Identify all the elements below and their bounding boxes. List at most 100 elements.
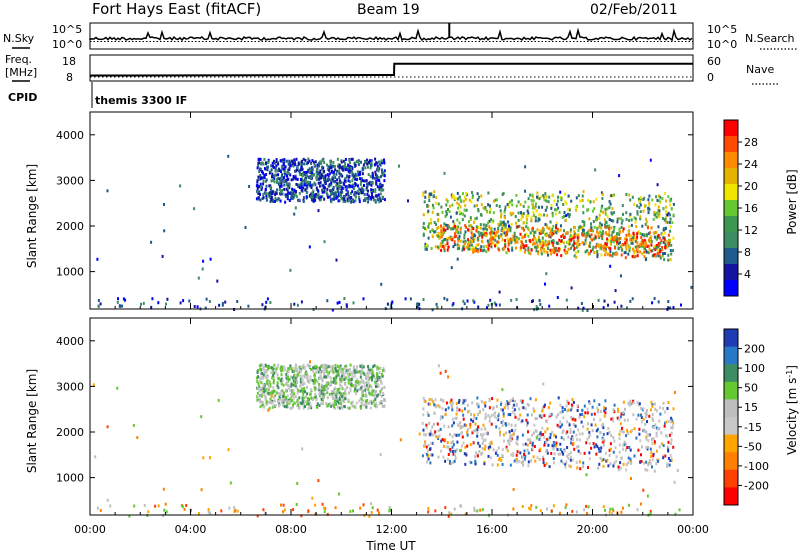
scatter-cell	[490, 440, 493, 444]
scatter-cell	[550, 452, 553, 455]
scatter-cell	[658, 445, 661, 449]
scatter-cell	[610, 233, 613, 237]
scatter-cell	[444, 459, 447, 463]
scatter-cell	[463, 452, 466, 456]
scatter-cell	[269, 194, 271, 197]
scatter-cell	[324, 177, 327, 181]
scatter-cell	[458, 244, 461, 248]
scatter-cell	[617, 468, 620, 472]
scatter-cell	[315, 176, 318, 180]
scatter-cell	[296, 166, 299, 169]
scatter-cell	[561, 423, 564, 427]
scatter-cell	[374, 190, 377, 194]
scatter-cell	[647, 198, 650, 202]
scatter-cell	[440, 232, 443, 236]
scatter-cell	[445, 445, 448, 449]
scatter-cell	[308, 380, 311, 384]
scatter-cell	[473, 249, 476, 253]
scatter-cell	[379, 199, 382, 203]
scatter-cell	[447, 245, 450, 249]
scatter-cell	[464, 398, 467, 402]
noise-left-tick-bottom: 10^0	[52, 38, 82, 51]
scatter-cell	[654, 248, 657, 252]
scatter-cell	[445, 223, 448, 227]
scatter-cell	[274, 166, 277, 170]
scatter-cell	[302, 196, 305, 200]
scatter-cell	[551, 233, 553, 237]
scatter-cell	[526, 421, 529, 425]
nave-tick-bottom: 0	[707, 71, 714, 84]
scatter-cell	[462, 199, 465, 203]
scatter-cell	[670, 420, 673, 424]
scatter-cell	[295, 190, 297, 193]
scatter-cell	[592, 245, 595, 249]
scatter-cell	[269, 301, 272, 304]
scatter-cell	[429, 447, 432, 451]
scatter-cell	[489, 204, 491, 208]
scatter-cell	[265, 374, 268, 378]
scatter-cell	[450, 238, 453, 242]
scatter-cell	[447, 445, 450, 449]
scatter-cell	[424, 440, 427, 444]
scatter-cell	[304, 390, 307, 394]
scatter-cell	[383, 179, 386, 183]
scatter-cell	[283, 396, 286, 400]
scatter-cell	[499, 223, 502, 226]
scatter-cell	[457, 239, 460, 243]
scatter-cell	[647, 244, 650, 248]
scatter-cell	[262, 373, 265, 377]
scatter-cell	[433, 411, 436, 415]
scatter-cell	[645, 460, 648, 464]
scatter-cell	[363, 384, 366, 388]
scatter-cell	[542, 433, 545, 436]
scatter-cell	[664, 217, 667, 221]
scatter-cell	[532, 227, 534, 230]
scatter-cell	[293, 212, 296, 216]
scatter-cell	[549, 231, 552, 235]
scatter-cell	[489, 234, 492, 237]
scatter-cell	[595, 215, 598, 219]
scatter-cell	[294, 376, 297, 380]
scatter-cell	[499, 430, 501, 434]
scatter-cell	[605, 243, 608, 246]
scatter-cell	[601, 234, 604, 238]
scatter-cell	[499, 220, 502, 224]
scatter-cell	[452, 245, 455, 249]
scatter-cell	[503, 439, 505, 443]
scatter-cell	[340, 402, 343, 406]
scatter-cell	[375, 401, 378, 405]
scatter-cell	[494, 451, 497, 455]
scatter-cell	[366, 184, 369, 188]
scatter-cell	[509, 399, 512, 403]
scatter-cell	[472, 299, 475, 303]
scatter-cell	[277, 386, 280, 390]
scatter-cell	[346, 385, 349, 389]
scatter-cell	[461, 435, 464, 439]
scatter-cell	[364, 400, 367, 403]
scatter-cell	[466, 433, 469, 437]
scatter-cell	[459, 421, 462, 425]
scatter-cell	[380, 175, 382, 179]
scatter-cell	[439, 427, 442, 431]
scatter-cell	[591, 405, 594, 409]
scatter-cell	[446, 457, 449, 461]
scatter-cell	[670, 418, 673, 422]
scatter-cell	[366, 196, 369, 200]
scatter-cell	[274, 193, 277, 197]
scatter-cell	[627, 461, 630, 465]
scatter-cell	[559, 420, 562, 424]
scatter-cell	[538, 213, 541, 216]
scatter-cell	[295, 366, 298, 370]
scatter-cell	[519, 399, 522, 403]
scatter-cell	[514, 424, 517, 428]
scatter-cell	[482, 245, 485, 249]
scatter-cell	[443, 238, 446, 241]
scatter-cell	[455, 230, 458, 234]
scatter-cell	[538, 238, 540, 242]
scatter-cell	[321, 379, 324, 383]
scatter-cell	[276, 178, 278, 181]
scatter-cell	[592, 220, 595, 223]
scatter-cell	[468, 460, 471, 464]
scatter-cell	[488, 231, 491, 235]
scatter-cell	[277, 400, 279, 403]
